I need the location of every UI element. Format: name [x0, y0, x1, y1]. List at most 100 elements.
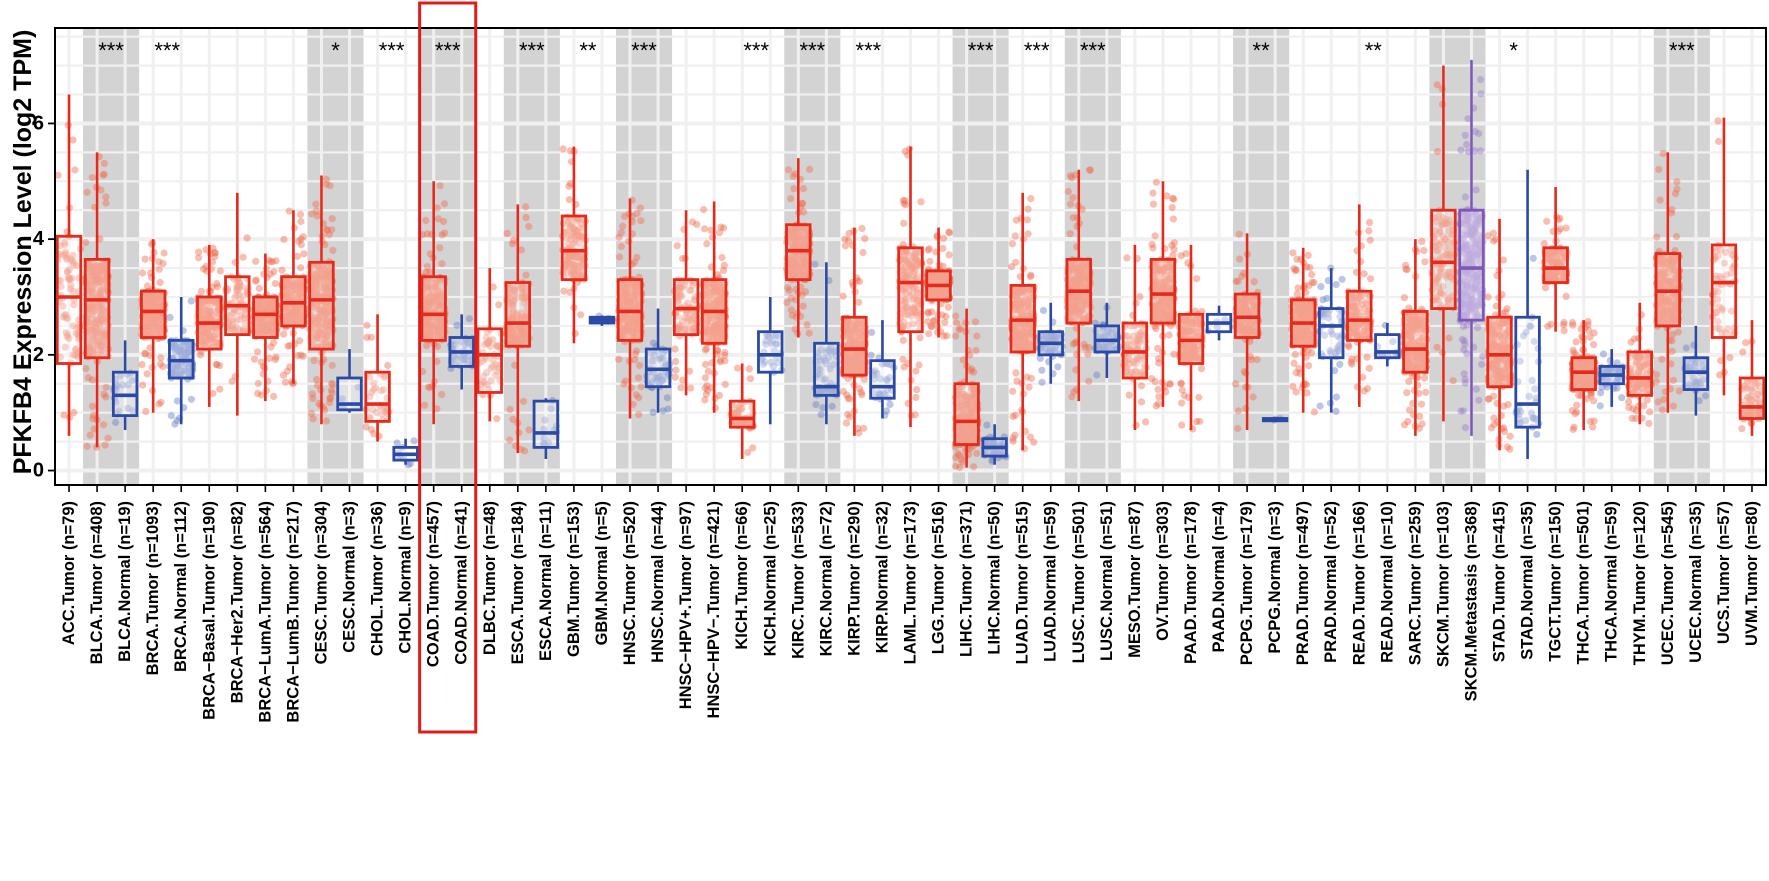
- data-point: [635, 411, 642, 418]
- data-point: [635, 374, 642, 381]
- data-point: [240, 254, 247, 261]
- data-point: [142, 256, 149, 263]
- data-point: [945, 228, 952, 235]
- data-point: [636, 362, 643, 369]
- data-point: [952, 333, 959, 340]
- data-point: [900, 337, 907, 344]
- data-point: [912, 411, 919, 418]
- data-point: [329, 362, 336, 369]
- shade-band-cesc: [307, 28, 363, 485]
- data-point: [157, 360, 164, 367]
- data-point: [168, 412, 175, 419]
- data-point: [255, 380, 262, 387]
- data-point: [638, 383, 645, 390]
- data-point: [174, 417, 181, 424]
- data-point: [438, 260, 445, 267]
- data-point: [705, 368, 712, 375]
- data-point: [144, 370, 151, 377]
- data-point: [308, 210, 315, 217]
- data-point: [217, 267, 224, 274]
- data-point: [157, 354, 164, 361]
- data-point: [329, 381, 336, 388]
- data-point: [915, 361, 922, 368]
- data-point: [466, 315, 473, 322]
- data-point: [1025, 384, 1032, 391]
- data-point: [300, 250, 307, 257]
- data-point: [900, 220, 907, 227]
- data-point: [722, 381, 729, 388]
- data-point: [566, 196, 573, 203]
- data-point: [280, 331, 287, 338]
- data-point: [1012, 412, 1019, 419]
- data-point: [702, 361, 709, 368]
- data-point: [687, 385, 694, 392]
- data-point: [703, 345, 710, 352]
- data-point: [972, 347, 979, 354]
- data-point: [1025, 206, 1032, 213]
- data-point: [438, 231, 445, 238]
- data-point: [749, 444, 756, 451]
- data-point: [103, 384, 110, 391]
- data-point: [718, 254, 725, 261]
- data-point: [637, 217, 644, 224]
- data-point: [618, 243, 625, 250]
- data-point: [1013, 378, 1020, 385]
- data-point: [71, 166, 78, 173]
- data-point: [650, 409, 657, 416]
- data-point: [925, 309, 932, 316]
- data-point: [438, 391, 445, 398]
- data-point: [785, 166, 792, 173]
- data-point: [326, 231, 333, 238]
- data-point: [280, 372, 287, 379]
- data-point: [913, 386, 920, 393]
- data-point: [251, 356, 258, 363]
- data-point: [297, 211, 304, 218]
- data-point: [560, 288, 567, 295]
- data-point: [421, 402, 428, 409]
- data-point: [970, 463, 977, 470]
- data-point: [101, 391, 108, 398]
- data-point: [69, 136, 76, 143]
- data-point: [1027, 273, 1034, 280]
- data-point: [1009, 240, 1016, 247]
- data-point: [198, 288, 205, 295]
- data-point: [82, 239, 89, 246]
- data-point: [806, 166, 813, 173]
- data-point: [267, 271, 274, 278]
- data-point: [702, 384, 709, 391]
- data-point: [746, 365, 753, 372]
- data-point: [790, 185, 797, 192]
- data-point: [972, 318, 979, 325]
- data-point: [945, 304, 952, 311]
- data-point: [272, 280, 279, 287]
- data-point: [842, 242, 849, 249]
- data-point: [619, 223, 626, 230]
- data-point: [703, 240, 710, 247]
- data-point: [970, 369, 977, 376]
- data-point: [917, 198, 924, 205]
- data-point: [523, 214, 530, 221]
- data-point: [100, 172, 107, 179]
- data-point: [85, 374, 92, 381]
- data-point: [1008, 263, 1015, 270]
- data-point: [252, 258, 259, 265]
- data-point: [912, 394, 919, 401]
- data-point: [323, 181, 330, 188]
- data-point: [858, 225, 865, 232]
- data-point: [507, 406, 514, 413]
- data-point: [672, 374, 679, 381]
- data-point: [973, 333, 980, 340]
- data-point: [155, 400, 162, 407]
- data-point: [1013, 217, 1020, 224]
- data-point: [925, 330, 932, 337]
- data-point: [112, 419, 119, 426]
- data-point: [453, 322, 460, 329]
- data-point: [565, 183, 572, 190]
- data-point: [138, 361, 145, 368]
- data-point: [829, 403, 836, 410]
- data-point: [886, 401, 893, 408]
- data-point: [620, 380, 627, 387]
- data-point: [664, 406, 671, 413]
- data-point: [664, 394, 671, 401]
- data-point: [267, 343, 274, 350]
